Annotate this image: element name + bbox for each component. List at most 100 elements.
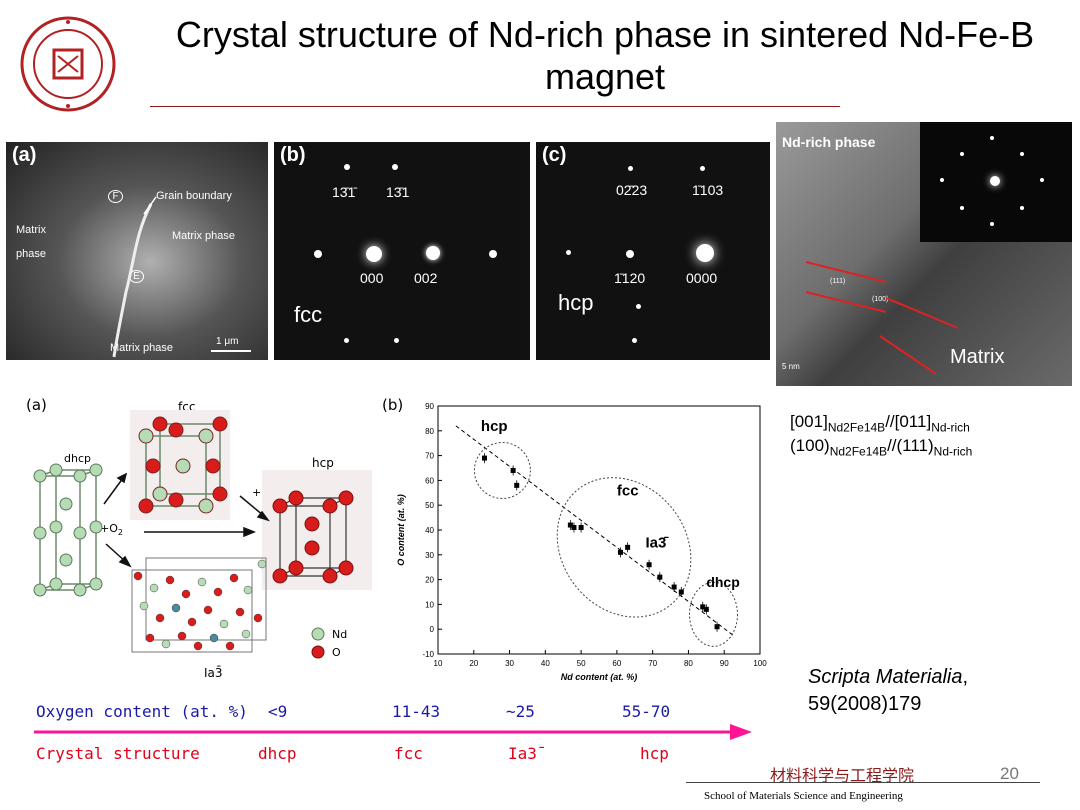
- data-point: [514, 482, 520, 488]
- matrix-right-label: Matrix phase: [172, 230, 235, 242]
- matrix-bottom-label: Matrix phase: [110, 342, 173, 354]
- x-tick-label: 100: [753, 659, 767, 668]
- data-point: [625, 544, 631, 550]
- x-tick-label: 90: [720, 659, 729, 668]
- data-point: [678, 589, 684, 595]
- y-tick-label: 40: [425, 526, 434, 535]
- y-axis-label: O content (at. %): [396, 494, 406, 566]
- data-point: [571, 525, 577, 531]
- tem-image-a: (a) Grain boundary Matrix phase Matrix p…: [6, 142, 268, 360]
- y-tick-label: 20: [425, 576, 434, 585]
- spot-label-4: 002: [414, 270, 438, 286]
- trend-arrow: [34, 724, 752, 740]
- matrix-left-label: Matrix: [16, 224, 46, 236]
- region-label-ia3: Ia3̄: [646, 534, 670, 551]
- y-tick-label: 80: [425, 427, 434, 436]
- data-point: [482, 455, 488, 461]
- oxygen-value-4: 55-70: [622, 702, 671, 721]
- y-tick-label: -10: [422, 650, 434, 659]
- x-tick-label: 80: [684, 659, 693, 668]
- hrtem-scale-label: 5 nm: [782, 362, 800, 371]
- y-tick-label: 10: [425, 600, 434, 609]
- footer-school-chinese: 材料科学与工程学院: [770, 766, 915, 785]
- spot-label-5: 02̄23: [616, 182, 648, 198]
- panel-c-label: (c): [542, 144, 567, 166]
- data-point: [617, 549, 623, 555]
- plot-frame: [437, 405, 761, 655]
- legend-o-label: O: [332, 646, 341, 659]
- footer-rule: [686, 782, 1040, 783]
- data-point: [646, 562, 652, 568]
- spot-label-6: 1̄103: [692, 182, 724, 198]
- chart-panel-label: (b): [382, 396, 404, 414]
- scale-bar: [211, 350, 251, 352]
- spot-label-1: 13̄1̄: [332, 184, 356, 200]
- x-tick-label: 40: [541, 659, 550, 668]
- fcc-region: [556, 477, 692, 618]
- phase-left-label: phase: [16, 248, 46, 260]
- x-tick-label: 10: [434, 659, 443, 668]
- data-point: [703, 606, 709, 612]
- page-number: 20: [1000, 764, 1019, 783]
- journal-reference: Scripta Materialia, 59(2008)179: [808, 666, 969, 715]
- nd-rich-phase-label: Nd-rich phase: [782, 134, 876, 150]
- orientation-line-1: [001]Nd2Fe14B//[011]Nd-rich: [790, 412, 970, 435]
- data-point: [671, 584, 677, 590]
- inset-diffraction: [920, 122, 1072, 242]
- data-point: [714, 624, 720, 630]
- scale-bar-label: 1 μm: [216, 336, 239, 347]
- region-label-hcp: hcp: [481, 418, 508, 435]
- x-tick-label: 20: [469, 659, 478, 668]
- matrix-label: Matrix: [950, 346, 1005, 368]
- hcp-region: [473, 441, 531, 499]
- plane-label-1: (111): [830, 278, 846, 285]
- footer-school-english: School of Materials Science and Engineer…: [704, 790, 903, 802]
- f-mark: F: [108, 190, 123, 203]
- fit-line: [455, 425, 736, 638]
- ia3-label: Ia3̄: [204, 666, 223, 680]
- structure-value-3: Ia3̄: [508, 744, 537, 763]
- spot-label-3: 000: [360, 270, 384, 286]
- x-tick-label: 30: [505, 659, 514, 668]
- structure-value-2: fcc: [394, 744, 423, 763]
- orientation-line-2: (100)Nd2Fe14B//(111)Nd-rich: [790, 436, 973, 459]
- y-tick-label: 30: [425, 551, 434, 560]
- spot-label-7: 1̄120: [614, 270, 646, 286]
- data-point: [567, 522, 573, 528]
- structure-value-4: hcp: [640, 744, 669, 763]
- crystal-structure-figure: (a) dhcp fcc hcp Ia3̄ +O2 +O2 Nd O: [26, 394, 372, 684]
- diffraction-pattern-fcc: (b) 13̄1̄ 13̄1 000 002 fcc: [274, 142, 530, 360]
- y-tick-label: 70: [425, 452, 434, 461]
- y-tick-label: 90: [425, 402, 434, 411]
- data-point: [578, 525, 584, 531]
- hrtem-image: Nd-rich phase Matrix 5 nm (111) (100): [776, 122, 1072, 386]
- data-point: [700, 604, 706, 610]
- data-point: [657, 574, 663, 580]
- oxygen-value-3: ~25: [506, 702, 535, 721]
- slide-title: Crystal structure of Nd-rich phase in si…: [175, 14, 1035, 97]
- structure-drawing: [33, 410, 372, 659]
- legend-nd-label: Nd: [332, 628, 348, 641]
- university-logo: [18, 14, 118, 114]
- plane-label-2: (100): [872, 296, 889, 303]
- y-tick-label: 60: [425, 476, 434, 485]
- y-tick-label: 50: [425, 501, 434, 510]
- structure-value-1: dhcp: [258, 744, 297, 763]
- title-underline: [150, 106, 840, 107]
- grain-boundary-label: Grain boundary: [156, 190, 232, 202]
- x-axis-label: Nd content (at. %): [561, 672, 638, 682]
- dhcp-region: [688, 581, 738, 647]
- region-label-dhcp: dhcp: [706, 574, 739, 590]
- diffraction-pattern-hcp: (c) 02̄23 1̄103 1̄120 0000 hcp: [536, 142, 770, 360]
- x-tick-label: 50: [577, 659, 586, 668]
- dhcp-label: dhcp: [64, 452, 91, 465]
- panel-b-label: (b): [280, 144, 306, 166]
- structure-row-label: Crystal structure: [36, 744, 200, 763]
- oxygen-vs-nd-chart: (b) 10 20 30 40 50 60 70 80 90 100 -10 0 10 20 30 40 50 6…: [382, 396, 774, 688]
- lattice-label-fcc: fcc: [294, 302, 323, 327]
- lattice-label-hcp: hcp: [558, 290, 594, 315]
- panel-a-label: (a): [12, 144, 37, 166]
- data-point: [510, 467, 516, 473]
- oxygen-value-1: <9: [268, 702, 288, 721]
- y-tick-label: 0: [430, 625, 435, 634]
